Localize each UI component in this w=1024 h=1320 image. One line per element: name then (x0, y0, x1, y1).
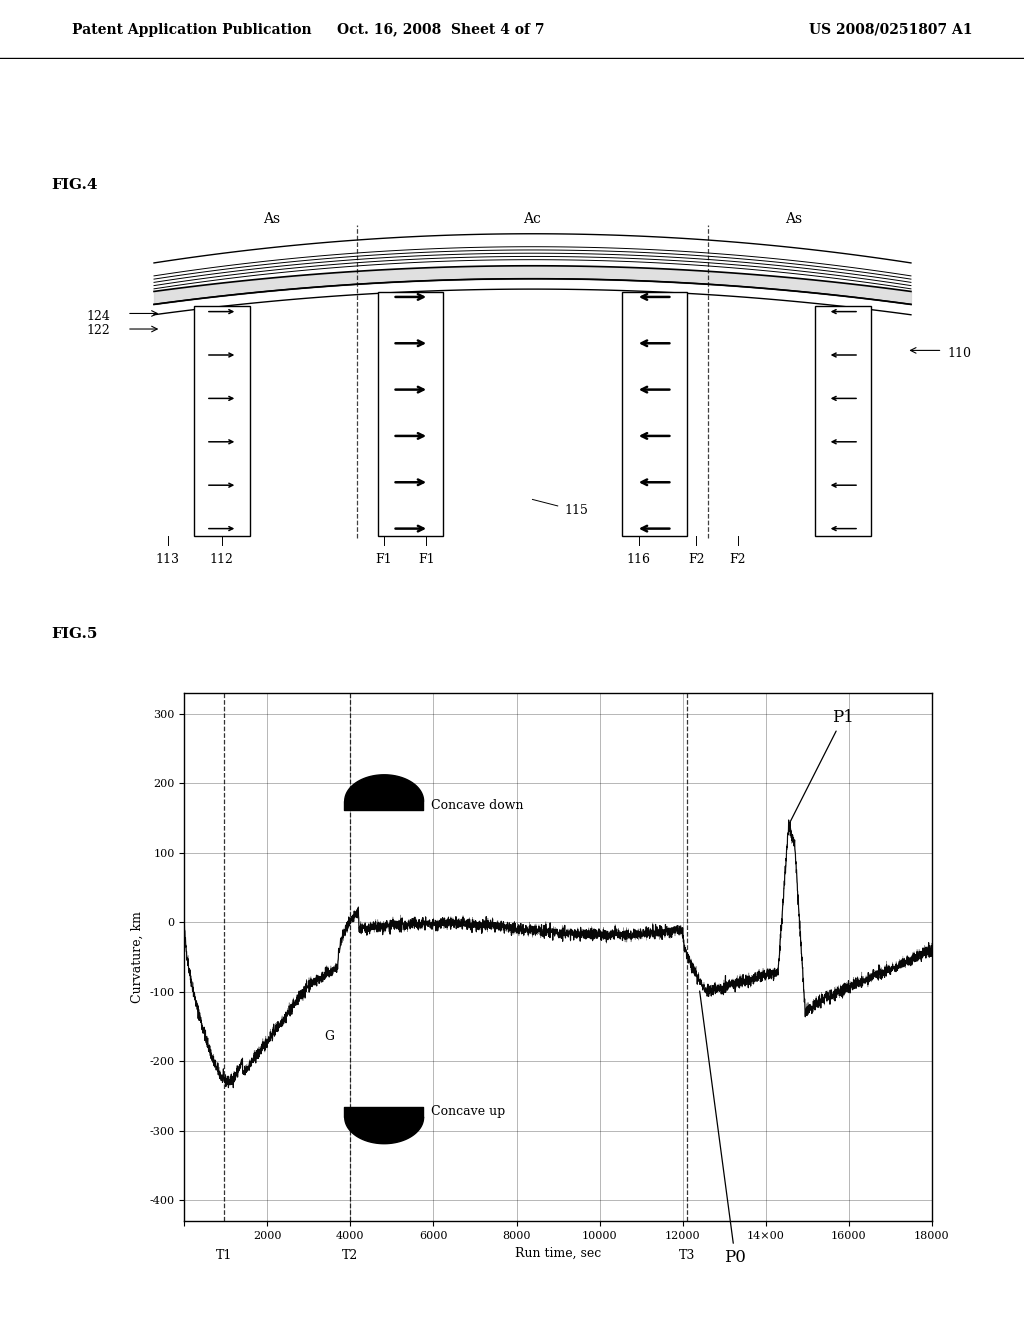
Text: T3: T3 (679, 1249, 695, 1262)
Text: F1: F1 (376, 553, 392, 566)
Text: 124: 124 (86, 310, 111, 322)
Text: FIG.5: FIG.5 (51, 627, 97, 640)
Text: F1: F1 (418, 553, 434, 566)
Text: Concave up: Concave up (431, 1105, 506, 1118)
Text: 116: 116 (627, 553, 651, 566)
Bar (622, 292, 686, 536)
Text: P1: P1 (790, 709, 854, 822)
X-axis label: Run time, sec: Run time, sec (515, 1246, 601, 1259)
Text: T1: T1 (216, 1249, 232, 1262)
Y-axis label: Curvature, km: Curvature, km (131, 911, 144, 1003)
Text: 115: 115 (564, 504, 588, 517)
Bar (379, 292, 443, 536)
Bar (815, 306, 871, 536)
Text: F2: F2 (688, 553, 705, 566)
Text: Ac: Ac (523, 211, 542, 226)
Text: T2: T2 (342, 1249, 358, 1262)
Text: FIG.4: FIG.4 (51, 178, 97, 191)
Text: 113: 113 (156, 553, 179, 566)
Bar (194, 306, 250, 536)
Text: As: As (262, 211, 280, 226)
Text: Oct. 16, 2008  Sheet 4 of 7: Oct. 16, 2008 Sheet 4 of 7 (337, 22, 544, 37)
Text: G: G (325, 1031, 335, 1043)
Text: As: As (785, 211, 803, 226)
Text: Concave down: Concave down (431, 799, 524, 812)
Text: Patent Application Publication: Patent Application Publication (72, 22, 311, 37)
Text: US 2008/0251807 A1: US 2008/0251807 A1 (809, 22, 973, 37)
Text: 110: 110 (947, 347, 971, 360)
Text: 122: 122 (86, 325, 111, 338)
Text: P0: P0 (699, 991, 746, 1266)
Text: F2: F2 (730, 553, 746, 566)
Text: 112: 112 (210, 553, 233, 566)
